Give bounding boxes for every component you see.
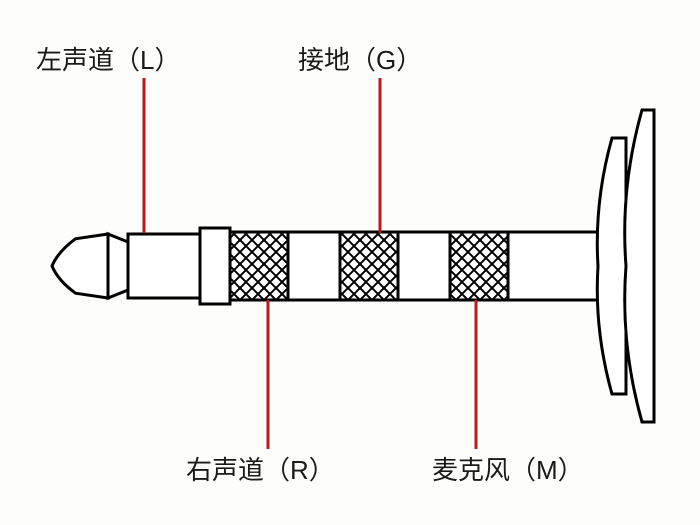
label-ground: 接地（G） bbox=[298, 40, 422, 77]
label-left-channel: 左声道（L） bbox=[36, 40, 180, 77]
label-microphone: 麦克风（M） bbox=[432, 450, 584, 487]
label-right-channel: 右声道（R） bbox=[186, 450, 335, 487]
